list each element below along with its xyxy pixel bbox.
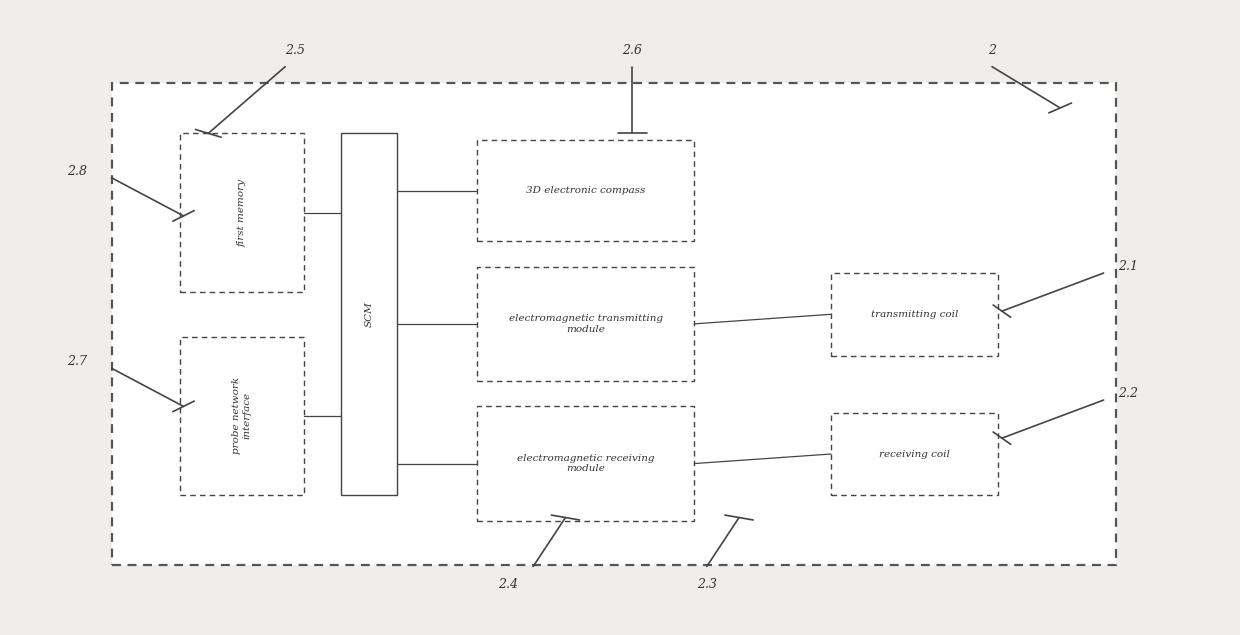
- Text: 3D electronic compass: 3D electronic compass: [526, 186, 646, 195]
- Text: 2.2: 2.2: [1118, 387, 1138, 400]
- Bar: [831, 413, 998, 495]
- Bar: [477, 406, 694, 521]
- Text: 2.6: 2.6: [622, 44, 642, 57]
- Text: 2.3: 2.3: [697, 578, 717, 591]
- Bar: [180, 133, 304, 292]
- Text: 2.1: 2.1: [1118, 260, 1138, 273]
- Text: SCM: SCM: [365, 302, 373, 327]
- Text: 2.5: 2.5: [285, 44, 305, 57]
- Bar: [477, 267, 694, 381]
- Text: 2: 2: [988, 44, 996, 57]
- Text: receiving coil: receiving coil: [879, 450, 950, 458]
- Bar: [831, 273, 998, 356]
- Text: 2.7: 2.7: [67, 356, 87, 368]
- Bar: [112, 83, 1116, 565]
- Text: first memory: first memory: [237, 178, 247, 247]
- Text: 2.8: 2.8: [67, 165, 87, 178]
- Text: electromagnetic receiving
module: electromagnetic receiving module: [517, 454, 655, 473]
- Bar: [477, 140, 694, 241]
- Text: 2.4: 2.4: [498, 578, 518, 591]
- Bar: [180, 337, 304, 495]
- Bar: [341, 133, 397, 495]
- Text: transmitting coil: transmitting coil: [870, 310, 959, 319]
- Text: electromagnetic transmitting
module: electromagnetic transmitting module: [508, 314, 663, 333]
- Text: probe network
interface: probe network interface: [232, 377, 252, 455]
